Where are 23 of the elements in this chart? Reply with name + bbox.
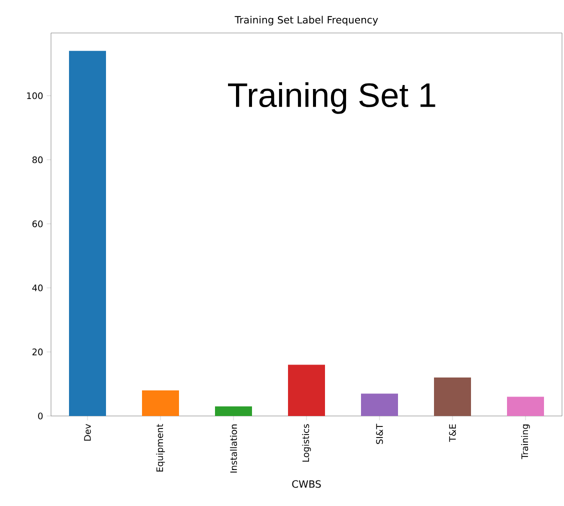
y-tick-label: 0 xyxy=(38,412,43,420)
x-tick-label: Installation xyxy=(230,424,237,473)
chart-title: Training Set Label Frequency xyxy=(234,16,378,26)
y-tick-label: 20 xyxy=(32,348,43,356)
x-tick-label: T&E xyxy=(449,424,456,442)
y-tick-label: 80 xyxy=(32,156,43,164)
bar xyxy=(288,364,326,416)
x-tick-label: Dev xyxy=(84,424,91,441)
bar xyxy=(507,396,544,416)
bar xyxy=(69,50,106,416)
y-tick-label: 40 xyxy=(32,284,43,292)
y-tick-label: 60 xyxy=(32,220,43,228)
y-tick-label: 100 xyxy=(27,92,43,100)
x-tick-label: Training xyxy=(521,424,530,460)
x-tick-label: Logistics xyxy=(302,424,311,462)
annotation: Training Set 1 xyxy=(228,82,436,114)
bar xyxy=(434,378,472,416)
x-tick-label: SI&T xyxy=(376,424,383,444)
x-axis-title: CWBS xyxy=(292,480,321,488)
bar xyxy=(361,394,398,416)
bar xyxy=(215,406,252,416)
bar xyxy=(142,390,180,416)
x-tick-label: Equipment xyxy=(156,424,165,472)
